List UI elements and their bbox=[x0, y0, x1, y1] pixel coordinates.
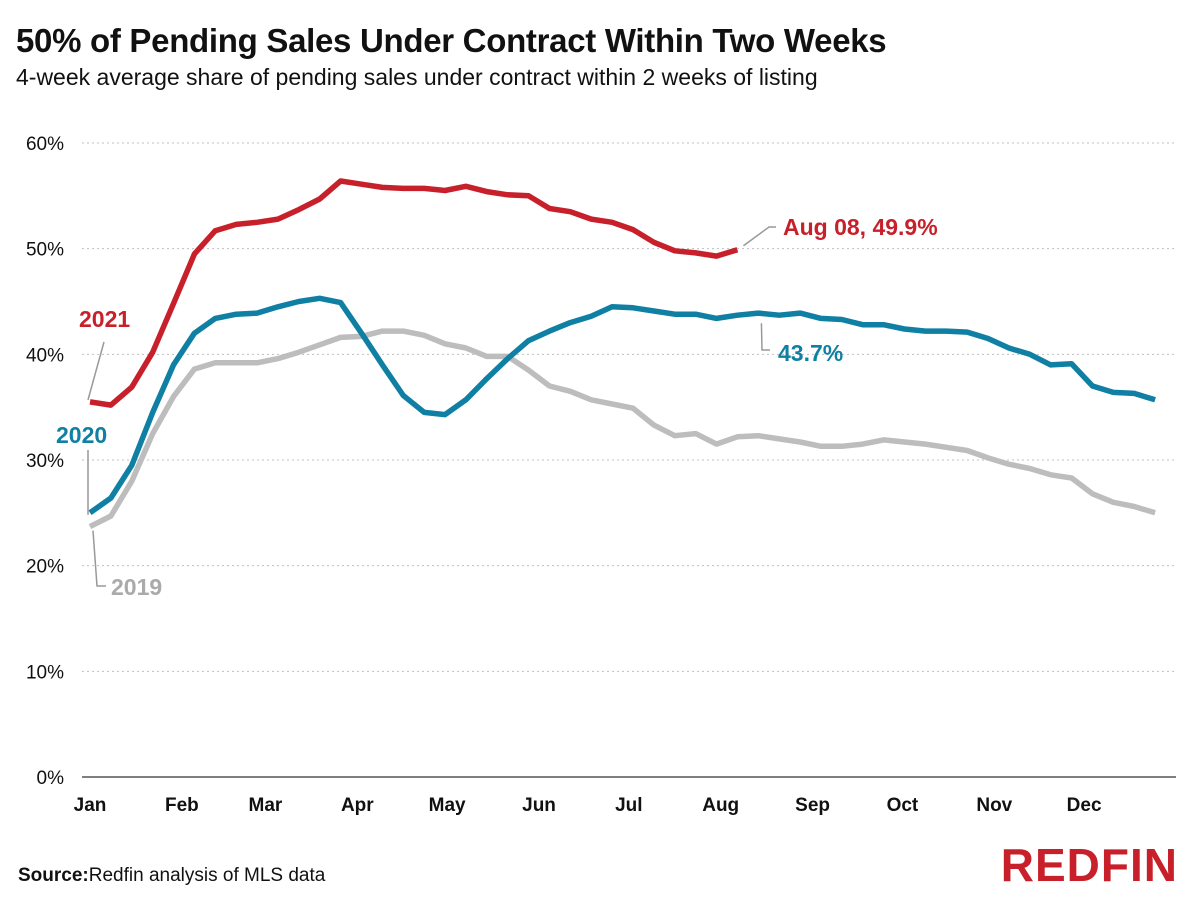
x-tick-label: Jan bbox=[74, 795, 107, 816]
x-tick-label: Jun bbox=[522, 795, 556, 816]
series-label-2020: 2020 bbox=[56, 422, 107, 448]
x-tick-label: Nov bbox=[976, 795, 1012, 816]
series-line-2021 bbox=[89, 178, 739, 408]
x-tick-label: Sep bbox=[795, 795, 830, 816]
series-line-2020 bbox=[88, 295, 1156, 516]
redfin-logo: REDFIN bbox=[1000, 839, 1178, 891]
x-tick-label: May bbox=[429, 795, 466, 816]
y-tick-label: 30% bbox=[26, 451, 64, 472]
x-tick-label: Oct bbox=[887, 795, 919, 816]
x-tick-label: Apr bbox=[341, 795, 374, 816]
leader-2019 bbox=[92, 530, 106, 587]
chart-title: 50% of Pending Sales Under Contract With… bbox=[16, 22, 887, 59]
x-tick-label: Dec bbox=[1067, 795, 1102, 816]
x-axis-ticks: Jan Feb Mar Apr May Jun Jul Aug Sep Oct Nov Dec bbox=[74, 795, 1102, 816]
x-tick-label: Jul bbox=[615, 795, 642, 816]
end-label-2021: Aug 08, 49.9% bbox=[783, 214, 938, 240]
y-tick-label: 0% bbox=[37, 768, 65, 789]
series-line-2019 bbox=[88, 328, 1156, 530]
y-tick-label: 50% bbox=[26, 240, 64, 261]
y-tick-label: 20% bbox=[26, 557, 64, 578]
source-note: Source:Redfin analysis of MLS data bbox=[18, 865, 325, 887]
source-text: Redfin analysis of MLS data bbox=[88, 865, 326, 886]
x-tick-label: Mar bbox=[249, 795, 283, 816]
leader-end-2021 bbox=[742, 226, 776, 247]
series-label-2021: 2021 bbox=[79, 306, 130, 332]
y-axis-ticks: 0% 10% 20% 30% 40% 50% 60% bbox=[26, 134, 64, 789]
value-label-2020: 43.7% bbox=[778, 340, 843, 366]
leader-2021 bbox=[87, 341, 105, 401]
y-tick-label: 40% bbox=[26, 345, 64, 366]
series-label-2019: 2019 bbox=[111, 574, 162, 600]
annotations: 2021 2020 2019 Aug 08, 49.9% 43.7% bbox=[56, 214, 938, 600]
y-tick-label: 10% bbox=[26, 662, 64, 683]
series-lines bbox=[88, 178, 1156, 530]
chart-subtitle: 4-week average share of pending sales un… bbox=[16, 64, 818, 90]
x-tick-label: Feb bbox=[165, 795, 199, 816]
source-label: Source: bbox=[18, 865, 89, 886]
y-tick-label: 60% bbox=[26, 134, 64, 155]
leader-value-2020 bbox=[760, 323, 770, 351]
x-tick-label: Aug bbox=[702, 795, 739, 816]
gridlines bbox=[82, 142, 1176, 778]
